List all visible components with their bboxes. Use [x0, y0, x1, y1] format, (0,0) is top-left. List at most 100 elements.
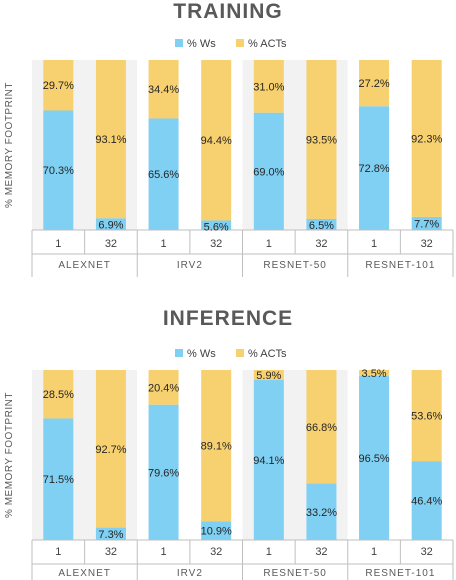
group-label: ALEXNET [58, 260, 111, 271]
x-tick-label: 32 [421, 238, 433, 250]
data-label-ws: 10.9% [201, 526, 232, 538]
data-label-acts: 27.2% [358, 78, 389, 90]
bar-ws [306, 218, 337, 230]
data-label-acts: 66.8% [306, 422, 337, 434]
bar-acts [411, 60, 442, 217]
group-label: RESNET-101 [365, 568, 435, 579]
bar-ws [306, 483, 337, 540]
data-label-ws: 79.6% [148, 467, 179, 479]
data-label-acts: 89.1% [201, 441, 232, 453]
group-label: IRV2 [177, 260, 203, 271]
bar-ws [43, 418, 74, 540]
y-axis-label: % MEMORY FOOTPRINT [4, 82, 15, 208]
legend-swatch-ws [175, 349, 183, 357]
x-tick-label: 32 [210, 546, 222, 558]
legend-swatch-acts [236, 39, 244, 47]
data-label-ws: 5.6% [204, 221, 229, 233]
group-label: RESNET-101 [365, 260, 435, 271]
data-label-acts: 53.6% [411, 411, 442, 423]
bar-ws [411, 216, 442, 230]
chart-title: TRAINING [173, 0, 283, 23]
bar-ws [201, 220, 232, 230]
bar-acts [43, 60, 74, 111]
legend: % Ws % ACTs [175, 38, 287, 50]
legend-label-ws: % Ws [187, 348, 216, 360]
data-label-acts: 92.7% [95, 444, 126, 456]
bar-ws [148, 118, 179, 230]
x-tick-label: 1 [55, 546, 61, 558]
bar-ws [95, 527, 126, 540]
data-label-ws: 65.6% [148, 169, 179, 181]
legend-swatch-acts [236, 349, 244, 357]
data-label-ws: 69.0% [253, 166, 284, 178]
bar-ws [359, 375, 390, 540]
bar-ws [148, 404, 179, 540]
legend-swatch-ws [175, 39, 183, 47]
legend-label-acts: % ACTs [248, 38, 287, 50]
bar-ws [253, 112, 284, 230]
data-label-acts: 20.4% [148, 382, 179, 394]
legend-label-ws: % Ws [187, 38, 216, 50]
data-label-ws: 46.4% [411, 496, 442, 508]
group-label: RESNET-50 [263, 568, 326, 579]
data-label-ws: 7.3% [98, 529, 123, 541]
data-label-acts: 28.5% [43, 389, 74, 401]
group-label: IRV2 [177, 568, 203, 579]
bar-acts [359, 370, 390, 376]
x-tick-label: 1 [161, 546, 167, 558]
x-tick-label: 1 [371, 238, 377, 250]
bar-ws [359, 106, 390, 230]
data-label-acts: 34.4% [148, 84, 179, 96]
data-label-acts: 94.4% [201, 135, 232, 147]
data-label-ws: 71.5% [43, 474, 74, 486]
x-tick-label: 1 [266, 238, 272, 250]
data-label-ws: 94.1% [253, 455, 284, 467]
data-label-acts: 3.5% [362, 368, 387, 380]
bar-acts [201, 370, 232, 522]
x-tick-label: 32 [105, 546, 117, 558]
data-label-ws: 33.2% [306, 507, 337, 519]
x-tick-label: 1 [371, 546, 377, 558]
x-tick-label: 32 [315, 546, 327, 558]
chart-title: INFERENCE [163, 307, 293, 330]
data-label-acts: 5.9% [256, 370, 281, 382]
data-label-acts: 93.1% [95, 134, 126, 146]
data-label-ws: 96.5% [358, 453, 389, 465]
x-tick-label: 1 [266, 546, 272, 558]
bar-acts [95, 60, 126, 219]
data-label-ws: 70.3% [43, 165, 74, 177]
bar-acts [201, 60, 232, 221]
bar-acts [43, 370, 74, 419]
data-label-ws: 6.5% [309, 220, 334, 232]
x-tick-label: 32 [315, 238, 327, 250]
x-tick-label: 32 [210, 238, 222, 250]
bar-ws [253, 380, 284, 540]
y-axis-label: % MEMORY FOOTPRINT [4, 392, 15, 518]
bar-ws [411, 461, 442, 540]
bar-acts [95, 370, 126, 528]
data-label-ws: 7.7% [414, 218, 439, 230]
bar-acts [306, 60, 337, 219]
data-label-acts: 93.5% [306, 134, 337, 146]
data-label-ws: 72.8% [358, 163, 389, 175]
bar-acts [411, 370, 442, 462]
bar-acts [148, 370, 179, 405]
bar-ws [95, 218, 126, 230]
group-label: ALEXNET [58, 568, 111, 579]
legend-label-acts: % ACTs [248, 348, 287, 360]
x-tick-label: 1 [55, 238, 61, 250]
bar-acts [306, 370, 337, 484]
bar-ws [201, 521, 232, 540]
data-label-acts: 29.7% [43, 80, 74, 92]
group-label: RESNET-50 [263, 260, 326, 271]
bar-acts [253, 370, 284, 381]
bar-ws [43, 110, 74, 230]
legend: % Ws % ACTs [175, 348, 287, 360]
data-label-ws: 6.9% [98, 219, 123, 231]
data-label-acts: 31.0% [253, 81, 284, 93]
training-chart: TRAINING % Ws % ACTs % MEMORY FOOTPRINT … [4, 0, 454, 277]
inference-chart: INFERENCE % Ws % ACTs % MEMORY FOOTPRINT… [4, 307, 454, 580]
x-tick-label: 32 [421, 546, 433, 558]
x-tick-label: 1 [161, 238, 167, 250]
